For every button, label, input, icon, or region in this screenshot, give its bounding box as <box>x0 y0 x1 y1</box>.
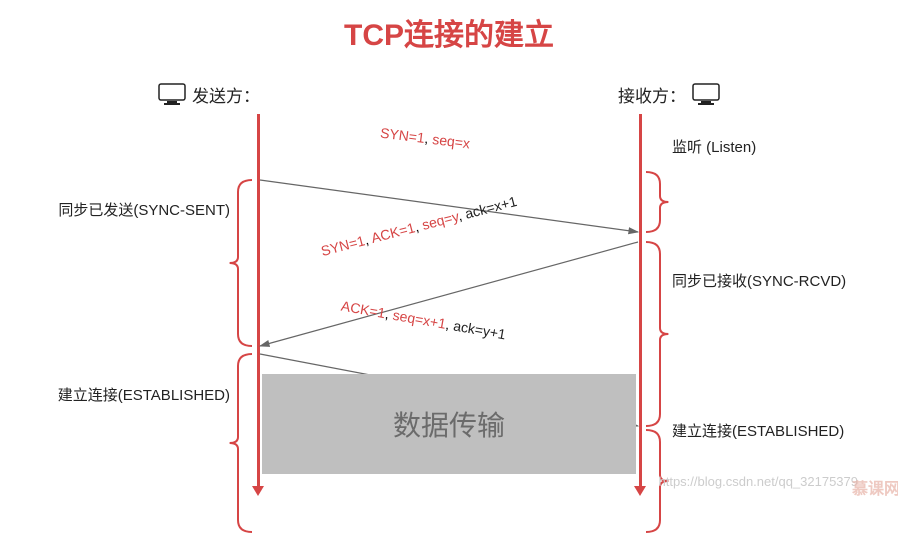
receiver-timeline-arrow <box>634 486 646 496</box>
receiver-label-group: 接收方： <box>618 82 720 107</box>
ack-value: ack=y+1 <box>452 317 507 342</box>
state-established-left: 建立连接(ESTABLISHED) <box>58 384 230 405</box>
diagram-title: TCP连接的建立 <box>0 0 898 54</box>
ack-flag: ACK=1 <box>369 219 416 246</box>
seq-value: seq=y <box>420 208 460 233</box>
watermark-site: 慕课网 <box>852 475 898 499</box>
message-3-label: ACK=1, seq=x+1, ack=y+1 <box>340 298 507 343</box>
state-established-right: 建立连接(ESTABLISHED) <box>672 420 844 441</box>
data-transfer-label: 数据传输 <box>393 404 505 444</box>
receiver-timeline <box>639 114 642 488</box>
sender-timeline-arrow <box>252 486 264 496</box>
message-2-label: SYN=1, ACK=1, seq=y, ack=x+1 <box>319 193 518 259</box>
monitor-icon <box>158 83 186 107</box>
state-sync-sent: 同步已发送(SYNC-SENT) <box>58 199 230 220</box>
sender-label: 发送方： <box>192 82 260 107</box>
title-text: TCP连接的建立 <box>344 19 554 52</box>
seq-value: seq=x <box>432 131 471 151</box>
state-sync-rcvd: 同步已接收(SYNC-RCVD) <box>672 270 846 291</box>
state-listen: 监听 (Listen) <box>672 136 756 157</box>
data-transfer-box: 数据传输 <box>262 374 636 474</box>
syn-flag: SYN=1 <box>379 125 425 146</box>
monitor-icon <box>692 83 720 107</box>
sender-label-group: 发送方： <box>158 82 260 107</box>
message-1-label: SYN=1, seq=x <box>379 125 471 152</box>
syn-flag: SYN=1 <box>319 232 366 259</box>
seq-value: seq=x+1 <box>392 307 448 332</box>
ack-value: ack=x+1 <box>463 193 518 222</box>
ack-flag: ACK=1 <box>340 298 387 322</box>
watermark-blog: https://blog.csdn.net/qq_32175379 <box>659 474 859 489</box>
receiver-label: 接收方： <box>618 82 686 107</box>
sender-timeline <box>257 114 260 488</box>
